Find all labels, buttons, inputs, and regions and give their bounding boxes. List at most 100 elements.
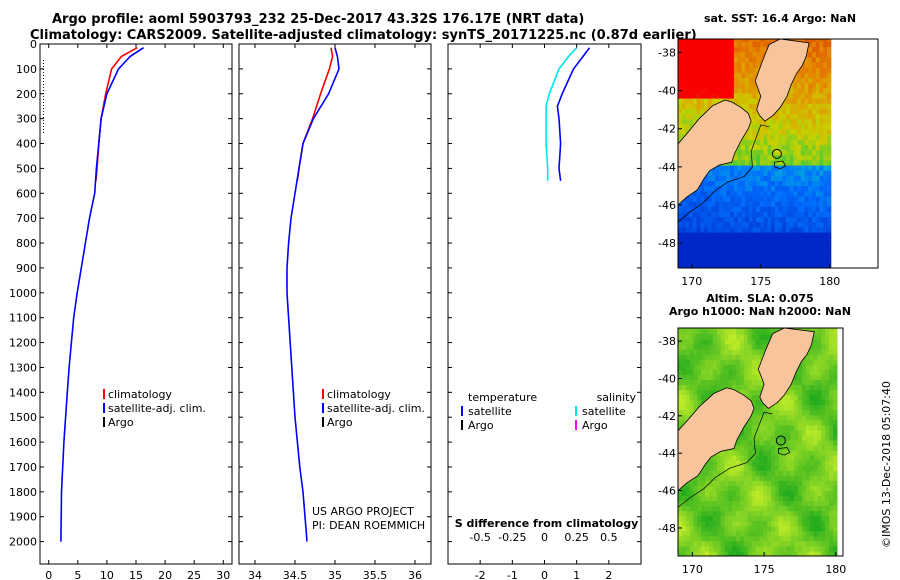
sla-map-title-line2: Argo h1000: NaN h2000: NaN (668, 305, 852, 318)
salinity-panel: 3434.53535.536salinityclimatologysatelli… (238, 43, 432, 580)
t-legend-label: Argo (468, 419, 494, 432)
depth-tick-label: 1500 (9, 411, 37, 424)
difference-panel: -2-1012T difference from climatology-0.5… (447, 43, 642, 580)
sla-xtick-label: 170 (682, 563, 703, 576)
s-diff-tick-label: 0.25 (564, 531, 589, 544)
sla-ytick-label: -42 (658, 410, 676, 423)
salinity-series-satellite-adj-clim- (286, 47, 340, 542)
s-diff-tick-label: -0.5 (469, 531, 490, 544)
s-legend-label: satellite (582, 405, 626, 418)
depth-tick-label: 1800 (9, 486, 37, 499)
sla-ytick-label: -46 (658, 485, 676, 498)
depth-tick-label: 1000 (9, 287, 37, 300)
sst-float-marker (771, 148, 782, 159)
sst-xtick-label: 170 (681, 275, 702, 288)
sst-field (678, 39, 832, 268)
sst-xtick-label: 175 (750, 275, 771, 288)
salinity-legend-label: climatology (327, 388, 391, 401)
north-island-land (754, 39, 810, 122)
depth-tick-label: 200 (16, 88, 37, 101)
s-legend-label: Argo (582, 419, 608, 432)
depth-tick-label: 2000 (9, 536, 37, 549)
depth-tick-label: 1300 (9, 361, 37, 374)
sla-field (678, 328, 838, 556)
sst-ytick-label: -38 (658, 46, 676, 59)
depth-tick-label: 300 (16, 113, 37, 126)
figure-title-line1: Argo profile: aoml 5903793_232 25-Dec-20… (52, 12, 585, 27)
s-diff-tick-label: -0.25 (498, 531, 526, 544)
temperature-frame (39, 43, 233, 565)
depth-tick-label: 1400 (9, 386, 37, 399)
figure-title-line2: Climatology: CARS2009. Satellite-adjuste… (30, 28, 697, 43)
depth-tick-label: 700 (16, 212, 37, 225)
depth-tick-label: 1700 (9, 461, 37, 474)
temperature-xtick-label: 5 (74, 569, 81, 580)
sst-ytick-label: -44 (658, 161, 676, 174)
depth-tick-label: 1100 (9, 312, 37, 325)
south-island-land (678, 99, 752, 206)
temperature-xtick-label: 15 (129, 569, 143, 580)
s-legend-title: salinity (597, 391, 637, 404)
depth-tick-label: 1600 (9, 436, 37, 449)
temperature-xtick-label: 25 (187, 569, 201, 580)
salinity-frame (238, 43, 432, 565)
depth-tick-label: 1200 (9, 337, 37, 350)
temperature-xtick-label: 20 (158, 569, 172, 580)
salinity-xtick-label: 34.5 (283, 569, 308, 580)
salinity-legend-label: satellite-adj. clim. (327, 402, 425, 415)
depth-tick-label: 500 (16, 162, 37, 175)
sst-xtick-label: 180 (819, 275, 840, 288)
depth-tick-label: 1900 (9, 511, 37, 524)
temperature-xtick-label: 30 (216, 569, 230, 580)
depth-tick-label: 0 (30, 38, 37, 51)
timestamp: ©IMOS 13-Dec-2018 05:07:40 (880, 381, 893, 548)
temperature-series-satellite-adj-clim- (60, 47, 145, 542)
salinity-xtick-label: 34 (248, 569, 262, 580)
map-panels: 170 175 180 -38 -40 -42 -44 -46 -48 170 175 180 -38 -… (658, 38, 879, 576)
salinity-xtick-label: 35 (328, 569, 342, 580)
temperature-legend-label: satellite-adj. clim. (108, 402, 206, 415)
salinity-legend-label: Argo (327, 416, 353, 429)
difference-xtick-label: 0 (541, 569, 548, 580)
sla-ytick-label: -44 (658, 447, 676, 460)
sla-xtick-label: 180 (825, 563, 846, 576)
sla-xtick-label: 175 (754, 563, 775, 576)
chatham-rise-contour (774, 160, 787, 170)
sla-ytick-label: -40 (658, 372, 676, 385)
sla-frame (677, 327, 844, 557)
sst-map-title: sat. SST: 16.4 Argo: NaN (703, 12, 857, 25)
salinity-xtick-label: 35.5 (363, 569, 388, 580)
south-island-land (678, 387, 755, 492)
s-diff-axis-label: S difference from climatology (455, 517, 639, 530)
pi-credit: PI: DEAN ROEMMICH (312, 519, 425, 532)
difference-xtick-label: -1 (507, 569, 518, 580)
depth-tick-label: 600 (16, 187, 37, 200)
sst-map: 170 175 180 -38 -40 -42 -44 -46 -48 (658, 38, 879, 288)
profile-panels: 0100200300400500600700800900100011001200… (9, 38, 642, 580)
sla-ytick-label: -48 (658, 522, 676, 535)
temperature-legend-label: climatology (108, 388, 172, 401)
difference-frame (447, 43, 642, 565)
depth-tick-label: 900 (16, 262, 37, 275)
salinity-xtick-label: 36 (408, 569, 422, 580)
t-legend-label: satellite (468, 405, 512, 418)
temperature-panel: 0100200300400500600700800900100011001200… (9, 38, 233, 580)
difference-xtick-label: 1 (573, 569, 580, 580)
salinity-series-climatology (296, 47, 334, 181)
depth-tick-label: 800 (16, 237, 37, 250)
depth-tick-label: 100 (16, 63, 37, 76)
argo-surface-marker (43, 60, 44, 133)
bathymetry-contour (678, 411, 773, 508)
depth-tick-label: 400 (16, 138, 37, 151)
sst-ytick-label: -42 (658, 123, 676, 136)
s-diff-tick-label: 0.5 (600, 531, 618, 544)
sst-ytick-label: -40 (658, 85, 676, 98)
temperature-xtick-label: 0 (45, 569, 52, 580)
sla-map: 170 175 180 -38 -40 -42 -44 -46 -48 (658, 327, 846, 576)
difference-xtick-label: 2 (605, 569, 612, 580)
sla-ytick-label: -38 (658, 335, 676, 348)
bathymetry-contour (678, 124, 770, 223)
temperature-xtick-label: 10 (100, 569, 114, 580)
temperature-legend-label: Argo (108, 416, 134, 429)
